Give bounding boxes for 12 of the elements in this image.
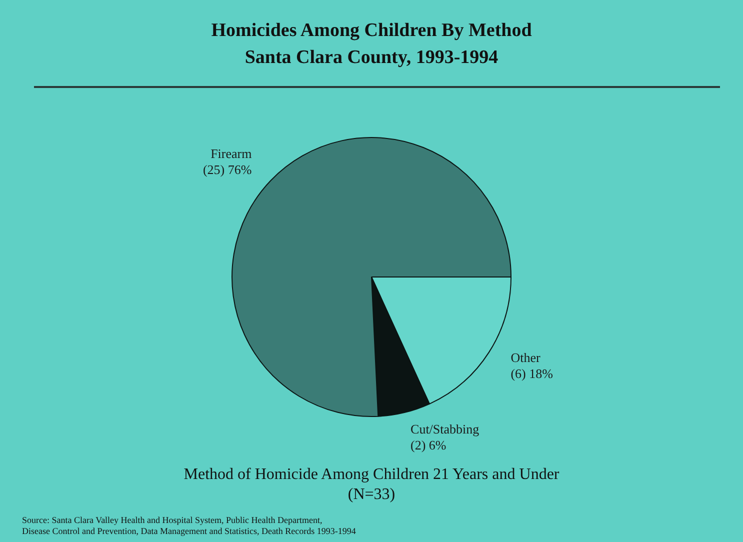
slice-label: Firearm — [210, 146, 252, 162]
text: Method of Homicide Among Children 21 Years and Under — [182, 466, 560, 484]
chart-subtitle: Santa Clara County, 1993-1994 — [244, 47, 500, 69]
slice-label: Other — [510, 350, 541, 365]
slice-label: Cut/Stabbing — [410, 421, 480, 436]
text: (N=33) — [346, 486, 396, 504]
data-label: (6) 18% — [510, 366, 554, 381]
data-label: (2) 6% — [410, 437, 446, 452]
data-label: (25) 76% — [202, 162, 252, 178]
text: Disease Control and Prevention, Data Management and Statistics, Death Records 1993-1994 — [22, 526, 356, 537]
chart-title: Homicides Among Children By Method — [210, 20, 533, 42]
source-note: Source: Santa Clara Valley Health and Hospital System, Public Health Department, — [22, 515, 324, 526]
